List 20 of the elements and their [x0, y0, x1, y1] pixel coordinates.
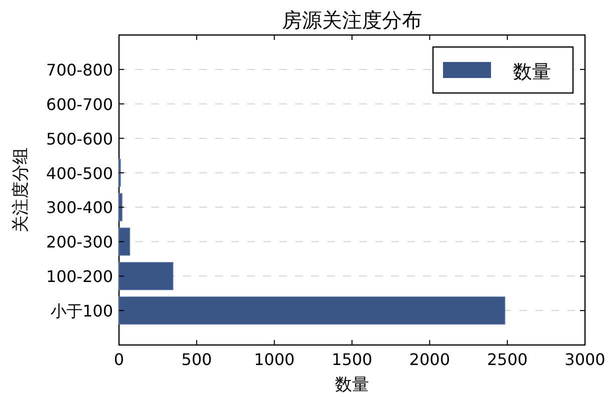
y-tick-label: 600-700 — [46, 94, 113, 114]
y-tick-label: 小于100 — [50, 302, 113, 321]
legend: 数量 — [432, 46, 574, 94]
y-tick-label: 500-600 — [46, 129, 113, 148]
x-axis-title: 数量 — [335, 375, 369, 395]
x-tick-label: 0 — [114, 350, 124, 369]
x-tick-label: 1500 — [332, 350, 372, 369]
y-tick-label: 400-500 — [46, 164, 113, 183]
x-tick-label: 1000 — [254, 350, 295, 369]
x-tick-label: 2500 — [486, 350, 528, 369]
legend-label: 数量 — [513, 61, 551, 83]
y-tick-label: 200-300 — [46, 232, 113, 252]
y-tick-label: 300-400 — [46, 198, 113, 218]
x-tick-label: 3000 — [564, 350, 606, 369]
x-tick-label: 2000 — [409, 350, 450, 369]
x-tick-label: 500 — [181, 350, 212, 369]
y-axis-title: 关注度分组 — [11, 148, 31, 232]
y-tick-label: 100-200 — [46, 267, 113, 286]
y-tick-label: 700-800 — [46, 60, 113, 80]
chart-title: 房源关注度分布 — [282, 8, 422, 32]
